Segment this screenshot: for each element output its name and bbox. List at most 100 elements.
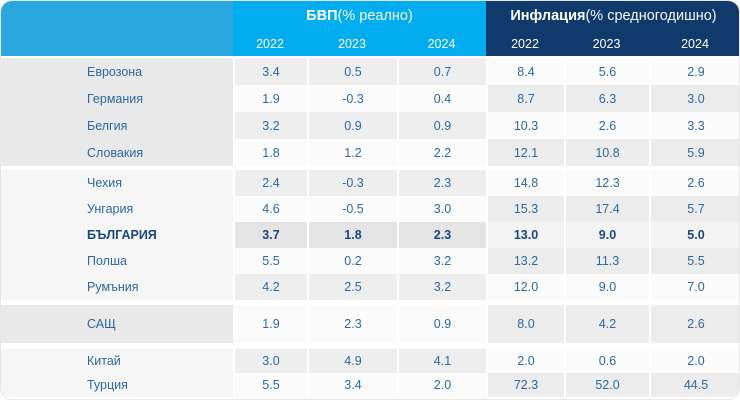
gdp-value: 1.9	[233, 305, 307, 343]
gdp-value: 4.1	[397, 349, 486, 373]
inflation-value: 3.0	[649, 85, 739, 112]
gdp-value: 3.2	[397, 274, 486, 300]
gdp-value: 0.2	[307, 248, 397, 274]
inflation-value: 8.4	[486, 58, 564, 85]
country-name: Турция	[1, 373, 233, 397]
gdp-year-2024: 2024	[397, 31, 486, 56]
gdp-value: 4.9	[307, 349, 397, 373]
gdp-value: 2.3	[397, 170, 486, 196]
inflation-value: 15.3	[486, 196, 564, 222]
table-row: Словакия 1.8 1.2 2.2 12.1 10.8 5.9	[1, 139, 739, 166]
inflation-value: 2.9	[649, 58, 739, 85]
country-name: БЪЛГАРИЯ	[1, 222, 233, 248]
inflation-value: 72.3	[486, 373, 564, 397]
gdp-year-2023: 2023	[307, 31, 397, 56]
inflation-value: 2.6	[649, 170, 739, 196]
inflation-year-2022: 2022	[486, 31, 564, 56]
inflation-value: 11.3	[564, 248, 649, 274]
gdp-title: БВП	[306, 8, 338, 24]
inflation-section-header: Инфлация (% средногодишно)	[486, 1, 739, 31]
gdp-year-2022: 2022	[233, 31, 307, 56]
gdp-value: 1.9	[233, 85, 307, 112]
gdp-value: 5.5	[233, 248, 307, 274]
inflation-value: 5.7	[649, 196, 739, 222]
country-name: Словакия	[1, 139, 233, 166]
inflation-value: 7.0	[649, 274, 739, 300]
table-row: Чехия 2.4 -0.3 2.3 14.8 12.3 2.6	[1, 170, 739, 196]
inflation-value: 10.8	[564, 139, 649, 166]
country-group: Еврозона 3.4 0.5 0.7 8.4 5.6 2.9 Германия 1.9 -0.…	[1, 58, 739, 166]
table-row: Турция 5.5 3.4 2.0 72.3 52.0 44.5	[1, 373, 739, 397]
gdp-value: 2.3	[307, 305, 397, 343]
gdp-value: 2.2	[397, 139, 486, 166]
inflation-value: 44.5	[649, 373, 739, 397]
inflation-value: 9.0	[564, 222, 649, 248]
header-corner-cell-2	[1, 31, 233, 56]
gdp-value: 0.9	[397, 305, 486, 343]
inflation-value: 5.0	[649, 222, 739, 248]
inflation-value: 13.0	[486, 222, 564, 248]
inflation-value: 9.0	[564, 274, 649, 300]
table-row: Унгария 4.6 -0.5 3.0 15.3 17.4 5.7	[1, 196, 739, 222]
gdp-value: 0.9	[397, 112, 486, 139]
country-name: Еврозона	[1, 58, 233, 85]
inflation-value: 10.3	[486, 112, 564, 139]
gdp-value: -0.3	[307, 170, 397, 196]
gdp-value: 2.5	[307, 274, 397, 300]
gdp-value: 2.3	[397, 222, 486, 248]
gdp-value: 1.8	[233, 139, 307, 166]
country-name: Китай	[1, 349, 233, 373]
country-name: Унгария	[1, 196, 233, 222]
inflation-value: 4.2	[564, 305, 649, 343]
gdp-value: -0.3	[307, 85, 397, 112]
inflation-value: 5.5	[649, 248, 739, 274]
inflation-value: 52.0	[564, 373, 649, 397]
gdp-value: 3.0	[397, 196, 486, 222]
inflation-value: 2.6	[564, 112, 649, 139]
inflation-value: 5.9	[649, 139, 739, 166]
gdp-value: 2.4	[233, 170, 307, 196]
table-row: Китай 3.0 4.9 4.1 2.0 0.6 2.0	[1, 349, 739, 373]
country-name: САЩ	[1, 305, 233, 343]
gdp-value: -0.5	[307, 196, 397, 222]
gdp-value: 3.4	[307, 373, 397, 397]
table-row: БЪЛГАРИЯ 3.7 1.8 2.3 13.0 9.0 5.0	[1, 222, 739, 248]
gdp-value: 5.5	[233, 373, 307, 397]
country-name: Германия	[1, 85, 233, 112]
gdp-value: 0.4	[397, 85, 486, 112]
inflation-value: 12.3	[564, 170, 649, 196]
inflation-value: 3.3	[649, 112, 739, 139]
inflation-value: 2.6	[649, 305, 739, 343]
inflation-year-2024: 2024	[649, 31, 739, 56]
table-row: Белгия 3.2 0.9 0.9 10.3 2.6 3.3	[1, 112, 739, 139]
header-corner-cell	[1, 1, 233, 31]
inflation-value: 6.3	[564, 85, 649, 112]
gdp-value: 1.8	[307, 222, 397, 248]
gdp-title-unit: (% реално)	[337, 8, 413, 24]
gdp-value: 0.7	[397, 58, 486, 85]
table-groups: Еврозона 3.4 0.5 0.7 8.4 5.6 2.9 Германия 1.9 -0.…	[1, 58, 739, 397]
country-name: Белгия	[1, 112, 233, 139]
inflation-value: 12.1	[486, 139, 564, 166]
gdp-value: 3.7	[233, 222, 307, 248]
gdp-value: 4.2	[233, 274, 307, 300]
inflation-value: 8.7	[486, 85, 564, 112]
inflation-year-2023: 2023	[564, 31, 649, 56]
inflation-title: Инфлация	[510, 8, 586, 24]
country-name: Румъния	[1, 274, 233, 300]
table-row: Полша 5.5 0.2 3.2 13.2 11.3 5.5	[1, 248, 739, 274]
inflation-value: 5.6	[564, 58, 649, 85]
country-group: САЩ 1.9 2.3 0.9 8.0 4.2 2.6	[1, 305, 739, 343]
gdp-value: 4.6	[233, 196, 307, 222]
gdp-value: 3.0	[233, 349, 307, 373]
inflation-value: 12.0	[486, 274, 564, 300]
table-row: САЩ 1.9 2.3 0.9 8.0 4.2 2.6	[1, 305, 739, 343]
table-row: Румъния 4.2 2.5 3.2 12.0 9.0 7.0	[1, 274, 739, 300]
inflation-value: 13.2	[486, 248, 564, 274]
header-year-row: 2022 2023 2024 2022 2023 2024	[1, 31, 739, 56]
inflation-value: 2.0	[649, 349, 739, 373]
gdp-value: 3.2	[397, 248, 486, 274]
gdp-value: 0.9	[307, 112, 397, 139]
